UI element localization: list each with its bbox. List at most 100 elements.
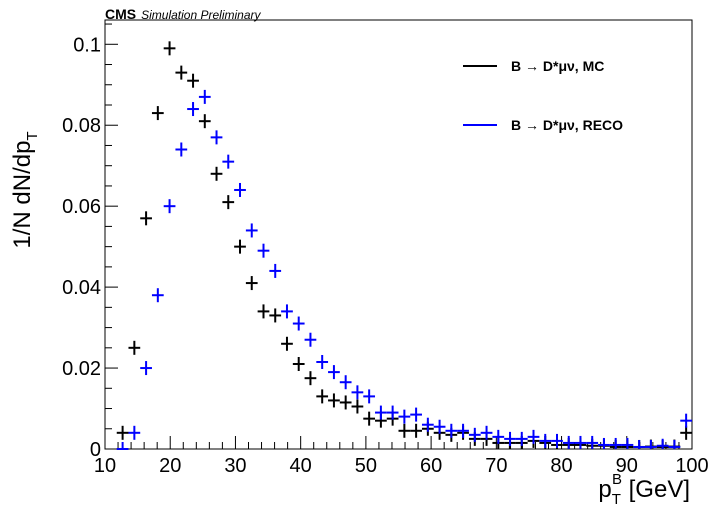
data-point <box>504 431 516 446</box>
experiment-label: CMS <box>105 6 136 22</box>
data-point <box>128 425 141 440</box>
axis-ticks <box>104 23 693 450</box>
data-point <box>198 114 211 129</box>
data-point <box>163 199 176 214</box>
data-point <box>292 316 305 331</box>
data-point <box>410 407 422 422</box>
data-point <box>257 243 270 258</box>
data-point <box>351 399 364 414</box>
data-point <box>210 130 223 145</box>
data-point <box>116 425 129 440</box>
data-point <box>656 438 669 449</box>
data-point <box>515 431 528 446</box>
data-point <box>151 288 164 303</box>
legend-label-reco: B → D*μν, RECO <box>511 117 623 133</box>
data-point <box>163 41 176 56</box>
data-point <box>527 429 540 444</box>
data-point <box>363 411 376 426</box>
data-point <box>609 437 622 449</box>
x-tick-label: 20 <box>159 455 181 477</box>
data-point <box>351 385 364 400</box>
data-point <box>480 425 493 440</box>
data-point <box>210 166 223 181</box>
y-tick-label: 0.04 <box>62 277 101 299</box>
y-tick-label: 0.06 <box>62 196 101 218</box>
x-tick-label: 40 <box>290 455 312 477</box>
x-tick-label: 90 <box>616 455 638 477</box>
data-point <box>386 405 399 420</box>
x-tick-label: 10 <box>94 455 116 477</box>
data-point <box>421 417 434 432</box>
data-point <box>445 423 458 438</box>
data-point <box>375 405 387 420</box>
x-axis-title-unit: [GeV] <box>622 476 690 503</box>
y-tick-label: 0.08 <box>62 115 101 137</box>
data-point <box>551 433 563 448</box>
status-label: Simulation Preliminary <box>141 8 261 22</box>
y-axis-title-main: 1/N dN/dp <box>9 141 36 249</box>
x-axis-title-sup: B <box>612 471 622 488</box>
tick-labels: 10 20 30 40 50 60 70 80 90 100 0 0.02 0.04 0.06 0.08 0.… <box>62 34 709 477</box>
data-point <box>304 371 317 386</box>
data-point <box>680 413 692 428</box>
data-point <box>292 357 305 372</box>
data-point <box>598 437 610 449</box>
data-point <box>339 375 352 390</box>
data-point <box>539 433 552 448</box>
data-point <box>140 211 152 226</box>
data-point <box>328 393 340 408</box>
legend: B → D*μν, MC B → D*μν, RECO <box>463 58 623 133</box>
x-tick-label: 70 <box>485 455 507 477</box>
data-point <box>562 435 575 449</box>
y-tick-label: 0.02 <box>62 358 101 380</box>
data-point <box>234 239 246 254</box>
series-mc <box>116 41 692 449</box>
data-point <box>668 439 681 449</box>
data-point <box>245 276 258 291</box>
data-point <box>328 365 340 380</box>
data-point <box>586 435 599 449</box>
y-axis-title-sub: T <box>24 131 41 140</box>
data-point <box>257 304 270 319</box>
data-point <box>281 336 293 351</box>
data-point <box>198 89 211 104</box>
data-point <box>245 223 258 238</box>
data-point <box>222 154 235 169</box>
x-tick-label: 100 <box>675 455 708 477</box>
data-point <box>457 423 469 438</box>
data-point <box>281 304 293 319</box>
data-point <box>398 409 411 424</box>
data-point <box>316 389 329 404</box>
data-point <box>151 106 164 121</box>
data-series <box>116 41 692 450</box>
data-point <box>398 423 411 438</box>
data-point <box>574 435 587 449</box>
data-point <box>410 423 422 438</box>
legend-label-mc: B → D*μν, MC <box>511 58 604 74</box>
y-tick-label: 0 <box>90 439 101 461</box>
x-tick-label: 80 <box>550 455 572 477</box>
data-point <box>234 182 246 197</box>
data-point <box>633 439 646 449</box>
data-point <box>621 437 634 449</box>
data-point <box>269 263 282 278</box>
x-tick-label: 60 <box>420 455 442 477</box>
data-point <box>116 442 129 450</box>
x-tick-label: 50 <box>355 455 377 477</box>
series-reco <box>116 89 692 450</box>
data-point <box>645 439 657 449</box>
y-axis-title: 1/N dN/dpT <box>9 131 41 248</box>
x-axis-title: pTB [GeV] <box>598 471 690 508</box>
data-point <box>304 332 317 347</box>
data-point <box>140 361 152 376</box>
x-axis-title-main: p <box>598 476 611 503</box>
data-point <box>316 354 329 369</box>
data-point <box>222 195 235 210</box>
data-point <box>128 340 141 355</box>
cms-label: CMS Simulation Preliminary <box>105 6 261 22</box>
y-tick-label: 0.1 <box>73 34 101 56</box>
data-point <box>175 65 188 80</box>
data-point <box>187 102 199 117</box>
data-point <box>187 73 199 88</box>
